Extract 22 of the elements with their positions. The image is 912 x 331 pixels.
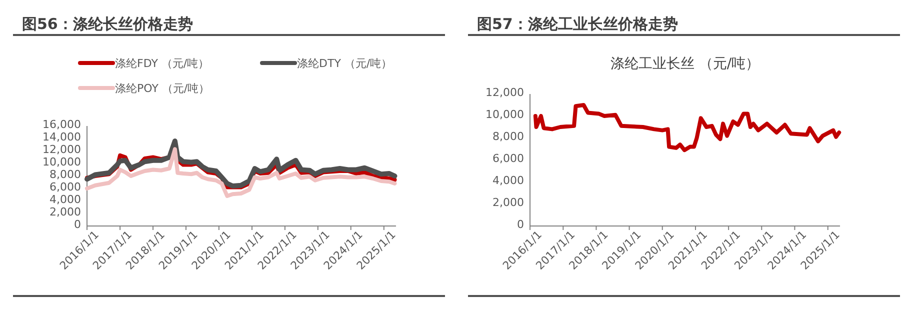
y-tick-label: 4,000 bbox=[50, 193, 81, 206]
legend-label: 涤纶POY （元/吨） bbox=[115, 82, 210, 95]
y-tick-label: 4,000 bbox=[492, 174, 524, 187]
chart-title: 图56：涤纶长丝价格走势 bbox=[22, 15, 193, 33]
y-tick-label: 12,000 bbox=[486, 86, 524, 99]
y-tick-label: 8,000 bbox=[492, 130, 524, 143]
y-tick-label: 6,000 bbox=[50, 180, 81, 194]
y-tick-label: 8,000 bbox=[50, 168, 81, 181]
y-tick-label: 6,000 bbox=[492, 152, 524, 165]
y-tick-label: 14,000 bbox=[42, 130, 81, 144]
y-tick-label: 16,000 bbox=[42, 118, 81, 131]
y-tick-label: 10,000 bbox=[42, 156, 81, 168]
chart-title: 图57：涤纶工业长丝价格走势 bbox=[477, 15, 678, 33]
y-tick-label: 0 bbox=[517, 218, 524, 231]
legend-label: 涤纶DTY （元/吨） bbox=[297, 57, 392, 70]
y-tick-label: 2,000 bbox=[50, 206, 81, 218]
y-tick-label: 2,000 bbox=[492, 196, 524, 209]
legend-label: 涤纶FDY （元/吨） bbox=[115, 57, 210, 70]
chart-subtitle: 涤纶工业长丝 （元/吨） bbox=[610, 56, 760, 72]
y-tick-label: 10,000 bbox=[486, 108, 524, 121]
y-tick-label: 12,000 bbox=[42, 143, 81, 156]
y-tick-label: 0 bbox=[74, 218, 81, 231]
